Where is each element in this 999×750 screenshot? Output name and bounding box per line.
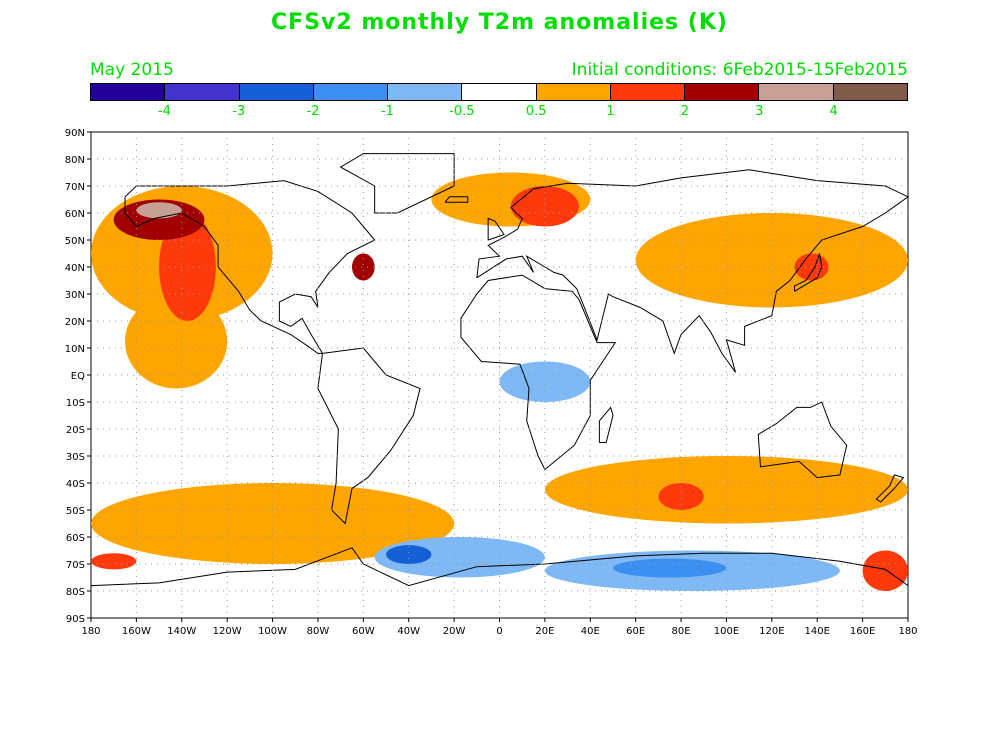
lat-tick-label: 20N — [65, 317, 85, 328]
colorbar-swatch — [536, 84, 611, 100]
colorbar-swatch — [313, 84, 389, 100]
lon-tick-label: 60E — [626, 626, 645, 637]
lat-tick-label: 50N — [65, 236, 85, 247]
lon-tick-label: 140E — [805, 626, 830, 637]
latitude-labels: 90N 80N 70N 60N 50N 40N 30N 20N 10N EQ 10S 20S 30S 40… — [65, 128, 91, 625]
anomaly-regions — [90, 172, 908, 591]
coastline — [794, 253, 823, 292]
coastline — [339, 153, 455, 214]
lon-tick-label: 80E — [672, 626, 691, 637]
colorbar-tick-label: -0.5 — [449, 104, 475, 119]
lat-tick-label: 60S — [66, 533, 85, 544]
lat-tick-label: EQ — [71, 371, 85, 382]
lat-tick-label: 30N — [65, 290, 85, 301]
anomaly-region — [510, 186, 579, 227]
colorbar-tick-label: 1 — [606, 104, 615, 119]
lat-tick-label: 40N — [65, 263, 85, 274]
colorbar-tick-label: 0.5 — [525, 104, 547, 119]
lon-tick-label: 180 — [898, 626, 917, 637]
colorbar-tick-label: 2 — [680, 104, 690, 119]
colorbar-swatch — [239, 84, 314, 100]
coastline — [757, 401, 848, 479]
lat-tick-label: 10N — [65, 344, 85, 355]
colorbar-swatch — [165, 84, 240, 100]
lon-tick-label: 60W — [352, 626, 375, 637]
lon-tick-label: 20W — [443, 626, 466, 637]
coastline — [875, 474, 905, 503]
lat-tick-label: 20S — [66, 425, 85, 436]
colorbar — [90, 83, 908, 101]
colorbar-tick-label: -1 — [380, 104, 394, 119]
anomaly-region — [386, 545, 432, 564]
colorbar-tick-label: -3 — [232, 104, 246, 119]
lon-tick-label: 40W — [397, 626, 420, 637]
lat-tick-label: 70S — [66, 560, 85, 571]
coastline — [476, 169, 909, 373]
colorbar-tick-label: -2 — [306, 104, 320, 119]
lon-tick-label: 20E — [535, 626, 554, 637]
lat-tick-label: 50S — [66, 506, 85, 517]
anomaly-region — [136, 202, 182, 219]
coastline — [444, 196, 469, 203]
colorbar-swatch — [610, 84, 686, 100]
lon-tick-label: 180 — [81, 626, 100, 637]
lat-tick-label: 80N — [65, 155, 85, 166]
lat-tick-label: 70N — [65, 182, 85, 193]
anomaly-region — [499, 361, 591, 402]
lat-tick-label: 60N — [65, 209, 85, 220]
anomaly-region — [658, 483, 704, 510]
lon-tick-label: 120W — [213, 626, 242, 637]
lon-tick-label: 140W — [167, 626, 196, 637]
lon-tick-label: 120E — [759, 626, 784, 637]
colorbar-tick-label: -4 — [157, 104, 171, 119]
colorbar-swatch — [759, 84, 834, 100]
coastline — [460, 274, 617, 471]
anomaly-region — [125, 294, 228, 389]
lon-tick-label: 100W — [258, 626, 287, 637]
anomaly-region — [90, 483, 455, 564]
anomaly-region — [612, 558, 727, 578]
lon-tick-label: 100E — [714, 626, 739, 637]
lon-tick-label: 160W — [122, 626, 151, 637]
map-title: CFSv2 monthly T2m anomalies (K) — [271, 10, 728, 35]
anomaly-region — [91, 553, 137, 570]
coastline — [317, 347, 421, 525]
lat-tick-label: 90N — [65, 128, 85, 139]
lat-tick-label: 10S — [66, 398, 85, 409]
initial-conditions: Initial conditions: 6Feb2015-15Feb2015 — [571, 60, 908, 80]
colorbar-swatch — [91, 84, 166, 100]
lat-tick-label: 40S — [66, 479, 85, 490]
lat-tick-label: 30S — [66, 452, 85, 463]
graticule — [91, 132, 908, 618]
anomaly-region — [635, 213, 908, 308]
anomaly-region — [862, 550, 908, 591]
coastline — [598, 406, 614, 443]
lon-tick-label: 160E — [850, 626, 875, 637]
lon-tick-label: 0 — [496, 626, 502, 637]
colorbar-swatch — [833, 84, 907, 100]
colorbar-tick-label: 4 — [829, 104, 838, 119]
anomaly-region — [544, 456, 908, 524]
colorbar-swatch — [462, 84, 537, 100]
lon-tick-label: 40E — [581, 626, 600, 637]
valid-month: May 2015 — [90, 60, 174, 80]
coastline — [487, 217, 505, 241]
anomaly-region — [113, 199, 205, 240]
longitude-labels: 180 160W 140W 120W 100W 80W 60W 40W 20W 0 20E 40E 60… — [81, 618, 918, 637]
lat-tick-label: 80S — [66, 587, 85, 598]
colorbar-swatch — [685, 84, 760, 100]
colorbar-tick-label: 3 — [755, 104, 764, 119]
anomaly-region — [351, 253, 375, 281]
coastline — [124, 180, 376, 354]
lon-tick-label: 80W — [307, 626, 330, 637]
lat-tick-label: 90S — [66, 614, 85, 625]
colorbar-swatch — [388, 84, 463, 100]
